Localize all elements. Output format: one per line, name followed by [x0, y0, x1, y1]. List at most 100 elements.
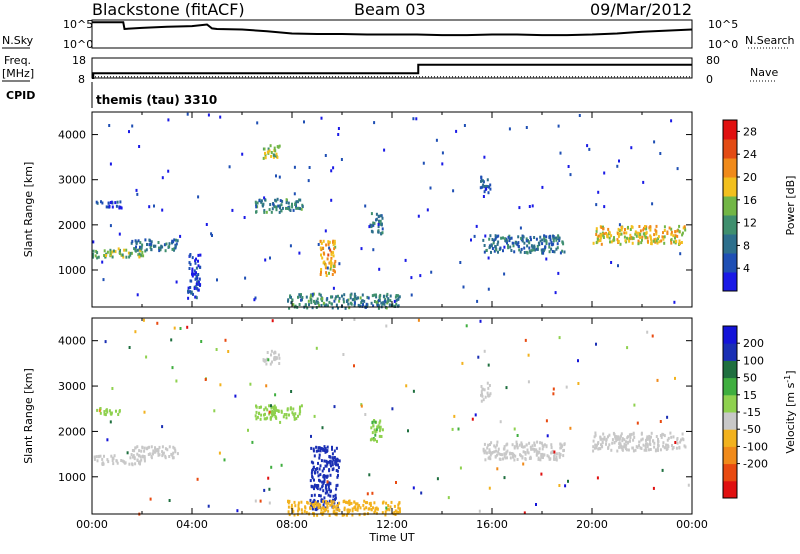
- velocity-echo-cell: [289, 407, 292, 411]
- velocity-echo-cell: [141, 454, 144, 458]
- power-echo-cell: [270, 151, 273, 154]
- power-echo-cell: [393, 304, 396, 308]
- power-scatter-cell: [508, 127, 511, 131]
- power-echo-cell: [386, 301, 389, 305]
- power-echo-cell: [635, 234, 638, 238]
- power-echo-cell: [595, 233, 598, 236]
- velocity-echo-cell: [309, 498, 312, 502]
- velocity-echo-cell: [378, 429, 381, 433]
- power-echo-cell: [624, 228, 626, 231]
- velocity-echo-cell: [316, 513, 319, 517]
- power-scatter-cell: [256, 121, 259, 125]
- velocity-echo-cell: [316, 503, 318, 507]
- velocity-echo-cell: [371, 437, 373, 441]
- velocity-echo-cell: [387, 504, 390, 507]
- velocity-echo-cell: [596, 443, 598, 447]
- velocity-echo-cell: [327, 509, 330, 513]
- velocity-scatter-cell: [171, 366, 174, 370]
- velocity-echo-cell: [487, 386, 490, 390]
- power-echo-cell: [359, 296, 362, 300]
- velocity-echo-cell: [329, 482, 332, 486]
- velocity-echo-cell: [297, 414, 299, 418]
- power-ylabel: Slant Range [km]: [22, 162, 35, 258]
- power-echo-cell: [288, 306, 291, 310]
- power-echo-cell: [655, 224, 658, 228]
- power-scatter-cell: [475, 224, 478, 228]
- velocity-echo-cell: [266, 408, 269, 412]
- velocity-echo-cell: [481, 394, 484, 398]
- power-scatter-cell: [463, 124, 466, 127]
- velocity-echo-cell: [107, 460, 110, 464]
- power-echo-cell: [297, 200, 299, 204]
- velocity-echo-cell: [323, 500, 326, 504]
- power-echo-cell: [332, 264, 335, 268]
- power-scatter-cell: [167, 118, 170, 122]
- velocity-echo-cell: [287, 510, 290, 514]
- velocity-scatter-cell: [142, 318, 145, 322]
- power-echo-cell: [617, 240, 620, 244]
- power-scatter-cell: [109, 224, 112, 228]
- velocity-scatter-cell: [385, 324, 388, 328]
- power-echo-cell: [118, 206, 121, 210]
- power-echo-cell: [292, 303, 295, 307]
- velocity-echo-cell: [336, 469, 339, 473]
- velocity-echo-cell: [278, 356, 281, 360]
- velocity-echo-cell: [332, 498, 335, 502]
- velocity-echo-cell: [306, 501, 309, 505]
- velocity-echo-cell: [301, 511, 304, 515]
- velocity-echo-cell: [493, 450, 496, 454]
- power-echo-cell: [397, 304, 399, 308]
- power-echo-cell: [187, 290, 190, 294]
- velocity-scatter-cell: [405, 384, 408, 388]
- velocity-echo-cell: [657, 437, 659, 441]
- power-echo-cell: [551, 250, 554, 253]
- power-echo-cell: [172, 240, 175, 244]
- velocity-echo-cell: [319, 464, 322, 468]
- velocity-echo-cell: [330, 502, 333, 506]
- velocity-echo-cell: [313, 513, 316, 517]
- power-echo-cell: [617, 234, 620, 238]
- velocity-echo-cell: [152, 452, 154, 456]
- velocity-echo-cell: [593, 435, 596, 439]
- velocity-scatter-cell: [267, 476, 270, 480]
- velocity-echo-cell: [562, 454, 565, 458]
- power-colorbar-segment: [723, 215, 737, 235]
- power-scatter-cell: [554, 291, 557, 295]
- power-echo-cell: [195, 257, 197, 261]
- power-echo-cell: [353, 292, 356, 296]
- velocity-echo-cell: [634, 448, 637, 452]
- velocity-echo-cell: [337, 473, 339, 477]
- velocity-echo-cell: [397, 503, 400, 507]
- power-echo-cell: [97, 255, 100, 259]
- velocity-echo-cell: [336, 475, 339, 479]
- power-echo-cell: [373, 293, 376, 297]
- power-echo-cell: [333, 299, 336, 303]
- power-echo-cell: [274, 154, 277, 158]
- velocity-scatter-cell: [453, 414, 456, 418]
- velocity-echo-cell: [326, 500, 329, 504]
- velocity-echo-cell: [522, 450, 525, 454]
- velocity-echo-cell: [174, 450, 177, 454]
- velocity-scatter-cell: [249, 382, 252, 386]
- power-scatter-cell: [128, 130, 130, 134]
- velocity-scatter-cell: [474, 413, 477, 417]
- velocity-echo-cell: [605, 439, 608, 443]
- power-echo-cell: [532, 248, 535, 252]
- velocity-echo-cell: [174, 448, 177, 452]
- velocity-echo-cell: [164, 447, 167, 451]
- power-echo-cell: [316, 297, 319, 301]
- velocity-echo-cell: [632, 438, 635, 442]
- power-echo-cell: [539, 235, 542, 239]
- velocity-scatter-cell: [161, 425, 164, 429]
- power-echo-cell: [158, 249, 161, 253]
- velocity-echo-cell: [653, 441, 656, 445]
- velocity-echo-cell: [514, 454, 517, 458]
- power-echo-cell: [398, 295, 401, 299]
- power-echo-cell: [483, 185, 486, 188]
- power-echo-cell: [550, 240, 553, 244]
- power-scatter-cell: [194, 261, 197, 265]
- velocity-echo-cell: [497, 447, 500, 451]
- power-echo-cell: [489, 234, 492, 238]
- power-echo-cell: [549, 238, 552, 242]
- velocity-echo-cell: [273, 407, 275, 411]
